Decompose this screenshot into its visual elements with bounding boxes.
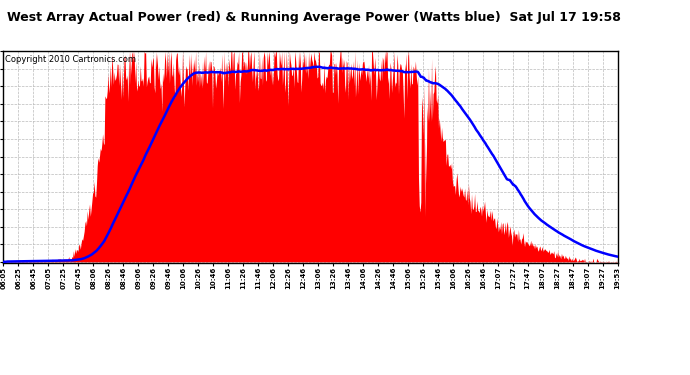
Text: Copyright 2010 Cartronics.com: Copyright 2010 Cartronics.com [5, 55, 136, 64]
Text: West Array Actual Power (red) & Running Average Power (Watts blue)  Sat Jul 17 1: West Array Actual Power (red) & Running … [7, 11, 621, 24]
